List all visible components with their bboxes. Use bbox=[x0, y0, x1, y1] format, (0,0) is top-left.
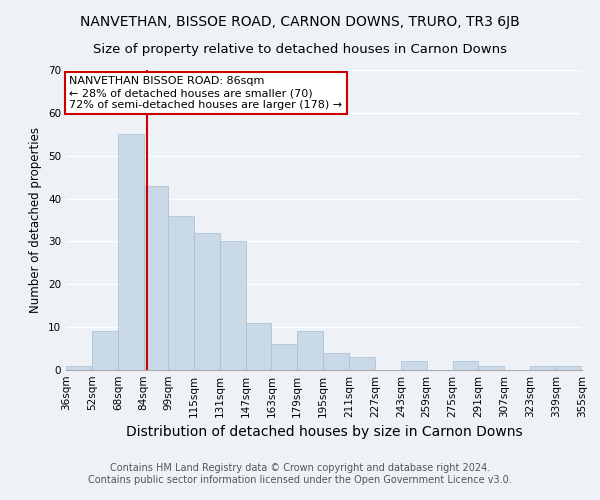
Text: Contains HM Land Registry data © Crown copyright and database right 2024.
Contai: Contains HM Land Registry data © Crown c… bbox=[88, 464, 512, 485]
X-axis label: Distribution of detached houses by size in Carnon Downs: Distribution of detached houses by size … bbox=[125, 426, 523, 440]
Bar bbox=[478, 366, 505, 370]
Bar bbox=[298, 332, 323, 370]
Bar bbox=[220, 242, 245, 370]
Text: NANVETHAN, BISSOE ROAD, CARNON DOWNS, TRURO, TR3 6JB: NANVETHAN, BISSOE ROAD, CARNON DOWNS, TR… bbox=[80, 15, 520, 29]
Bar bbox=[194, 233, 220, 370]
Bar bbox=[143, 186, 168, 370]
Bar bbox=[556, 366, 582, 370]
Text: NANVETHAN BISSOE ROAD: 86sqm
← 28% of detached houses are smaller (70)
72% of se: NANVETHAN BISSOE ROAD: 86sqm ← 28% of de… bbox=[69, 76, 343, 110]
Bar bbox=[530, 366, 556, 370]
Y-axis label: Number of detached properties: Number of detached properties bbox=[29, 127, 43, 313]
Bar bbox=[401, 362, 427, 370]
Bar bbox=[323, 353, 349, 370]
Text: Size of property relative to detached houses in Carnon Downs: Size of property relative to detached ho… bbox=[93, 42, 507, 56]
Bar bbox=[66, 366, 92, 370]
Bar bbox=[168, 216, 194, 370]
Bar bbox=[452, 362, 478, 370]
Bar bbox=[118, 134, 143, 370]
Bar bbox=[349, 357, 375, 370]
Bar bbox=[271, 344, 298, 370]
Bar bbox=[245, 323, 271, 370]
Bar bbox=[92, 332, 118, 370]
